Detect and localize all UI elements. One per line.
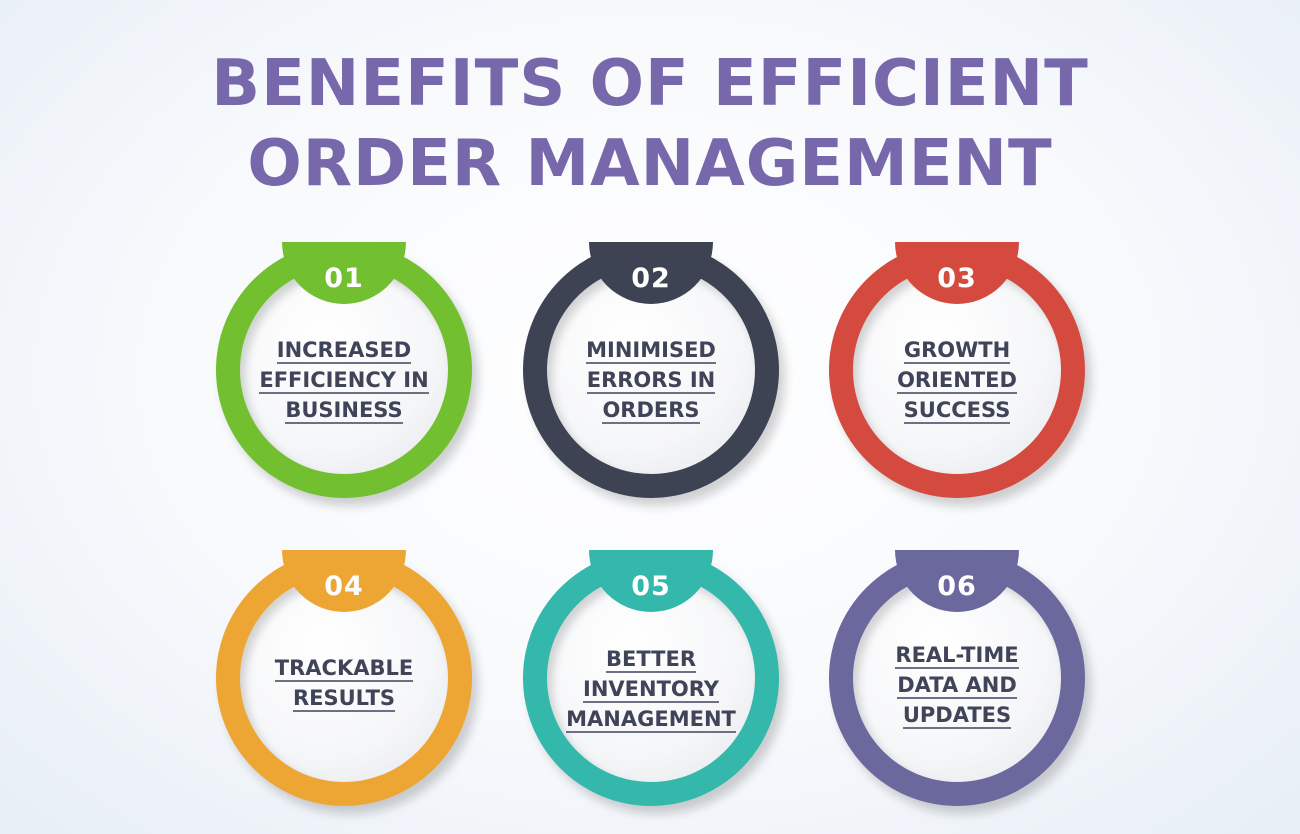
benefit-label-line: GROWTH [903, 338, 1011, 364]
benefit-label: GROWTH ORIENTED SUCCESS [857, 337, 1057, 427]
benefit-label-line: ORDERS [602, 398, 700, 424]
benefit-label: REAL-TIME DATA AND UPDATES [857, 642, 1057, 732]
benefit-label-line: BUSINESS [285, 398, 403, 424]
benefit-label-line: TRACKABLE [274, 656, 414, 682]
benefit-number: 05 [631, 571, 671, 602]
benefit-number: 02 [631, 263, 671, 294]
benefit-card-02: 02 MINIMISED ERRORS IN ORDERS [523, 242, 779, 498]
benefit-label: MINIMISED ERRORS IN ORDERS [551, 337, 751, 427]
benefit-label: INCREASED EFFICIENCY IN BUSINESS [244, 337, 444, 427]
benefit-label-line: INVENTORY [583, 677, 719, 703]
benefit-label-line: ERRORS IN [586, 368, 716, 394]
benefit-label-line: UPDATES [902, 703, 1012, 729]
benefit-label-line: ORIENTED [897, 368, 1017, 394]
benefit-number: 06 [937, 571, 977, 602]
benefit-card-04: 04 TRACKABLE RESULTS [216, 550, 472, 806]
benefit-label-line: EFFICIENCY IN [259, 368, 429, 394]
benefit-label: TRACKABLE RESULTS [244, 655, 444, 715]
benefit-label-line: BETTER [606, 647, 696, 673]
benefit-card-05: 05 BETTER INVENTORY MANAGEMENT [523, 550, 779, 806]
benefit-label-line: INCREASED [276, 338, 412, 364]
benefit-label-line: RESULTS [292, 686, 396, 712]
page-title: BENEFITS OF EFFICIENT ORDER MANAGEMENT [0, 44, 1300, 204]
benefit-label-line: SUCCESS [903, 398, 1011, 424]
benefit-label-line: MANAGEMENT [566, 707, 736, 733]
title-line-2: ORDER MANAGEMENT [247, 127, 1053, 201]
benefit-label-line: MINIMISED [586, 338, 716, 364]
benefit-label: BETTER INVENTORY MANAGEMENT [551, 646, 751, 736]
benefit-card-03: 03 GROWTH ORIENTED SUCCESS [829, 242, 1085, 498]
title-line-1: BENEFITS OF EFFICIENT [211, 47, 1089, 121]
benefit-label-line: DATA AND [897, 673, 1017, 699]
benefit-card-06: 06 REAL-TIME DATA AND UPDATES [829, 550, 1085, 806]
benefit-number: 04 [324, 571, 364, 602]
benefit-number: 01 [324, 263, 364, 294]
benefit-card-01: 01 INCREASED EFFICIENCY IN BUSINESS [216, 242, 472, 498]
benefit-number: 03 [937, 263, 977, 294]
benefit-label-line: REAL-TIME [895, 643, 1019, 669]
